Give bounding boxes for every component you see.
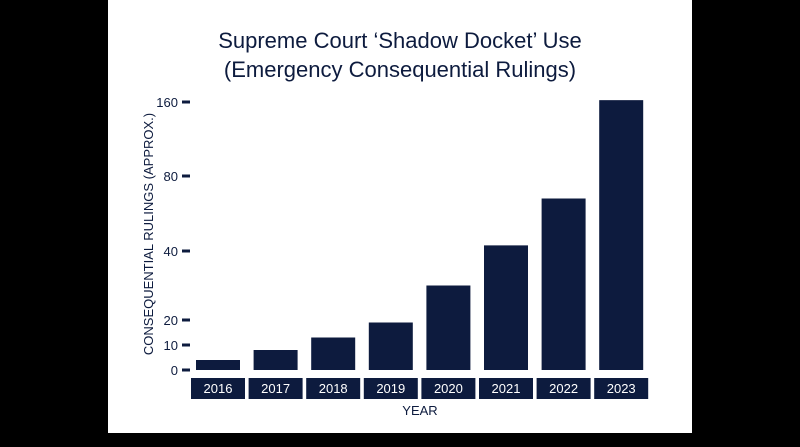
x-tick-label: 2020	[434, 381, 463, 396]
y-tick-mark	[182, 174, 190, 178]
y-tick-mark	[182, 318, 190, 322]
chart-title-line-2: (Emergency Consequential Rulings)	[224, 57, 576, 82]
bar-chart: Supreme Court ‘Shadow Docket’ Use (Emerg…	[141, 28, 649, 418]
x-tick-label: 2018	[319, 381, 348, 396]
x-tick-label: 2022	[549, 381, 578, 396]
x-tick-label: 2016	[204, 381, 233, 396]
y-tick-mark	[182, 343, 190, 347]
category-box	[306, 378, 361, 399]
x-axis: 2016 2017 2018 2019 2020 2021 2022 2023	[191, 378, 649, 399]
x-tick-label: 2019	[376, 381, 405, 396]
y-tick-label: 160	[156, 95, 178, 110]
bar-2021	[484, 245, 528, 370]
bar-2022	[541, 198, 586, 370]
y-tick-label: 80	[164, 169, 178, 184]
category-box	[536, 378, 591, 399]
bar-2017	[253, 350, 298, 370]
bar-2020	[426, 285, 471, 370]
x-tick-label: 2023	[607, 381, 636, 396]
bar-2019	[368, 322, 413, 370]
category-box	[421, 378, 476, 399]
bars	[196, 100, 644, 371]
y-tick-label: 20	[164, 313, 178, 328]
y-tick-label: 40	[164, 244, 178, 259]
x-tick-label: 2017	[261, 381, 290, 396]
x-axis-title: YEAR	[402, 403, 437, 418]
chart-title-line-1: Supreme Court ‘Shadow Docket’ Use	[218, 28, 582, 53]
category-box	[191, 378, 245, 399]
category-box	[594, 378, 649, 399]
x-tick-label: 2021	[492, 381, 521, 396]
category-box	[479, 378, 533, 399]
chart-panel: Supreme Court ‘Shadow Docket’ Use (Emerg…	[108, 0, 692, 433]
category-box	[363, 378, 418, 399]
y-axis-title: CONSEQUENTIAL RULINGS (APPROX.)	[141, 113, 156, 355]
y-tick-mark	[182, 100, 190, 104]
bar-2018	[311, 337, 356, 370]
category-box	[248, 378, 303, 399]
y-axis: 0 10 20 40 80 160	[156, 95, 190, 378]
y-tick-mark	[182, 368, 190, 372]
bar-2016	[196, 360, 240, 370]
y-tick-label: 10	[164, 338, 178, 353]
y-tick-mark	[182, 249, 190, 253]
bar-2023	[599, 100, 644, 371]
y-tick-label: 0	[171, 363, 178, 378]
